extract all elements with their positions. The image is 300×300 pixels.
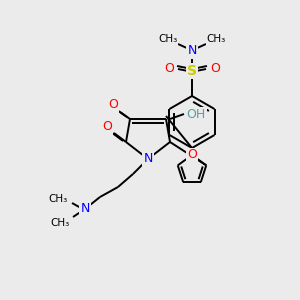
Text: O: O (164, 61, 174, 74)
Text: S: S (187, 64, 197, 78)
Text: OH: OH (186, 107, 206, 121)
Text: CH₃: CH₃ (158, 34, 178, 44)
Text: N: N (143, 152, 153, 166)
Text: CH₃: CH₃ (206, 34, 226, 44)
Text: O: O (210, 61, 220, 74)
Text: N: N (80, 202, 90, 215)
Text: CH₃: CH₃ (50, 218, 70, 228)
Text: O: O (102, 121, 112, 134)
Text: CH₃: CH₃ (48, 194, 68, 204)
Text: O: O (108, 98, 118, 112)
Text: O: O (187, 148, 197, 161)
Text: N: N (187, 44, 197, 58)
